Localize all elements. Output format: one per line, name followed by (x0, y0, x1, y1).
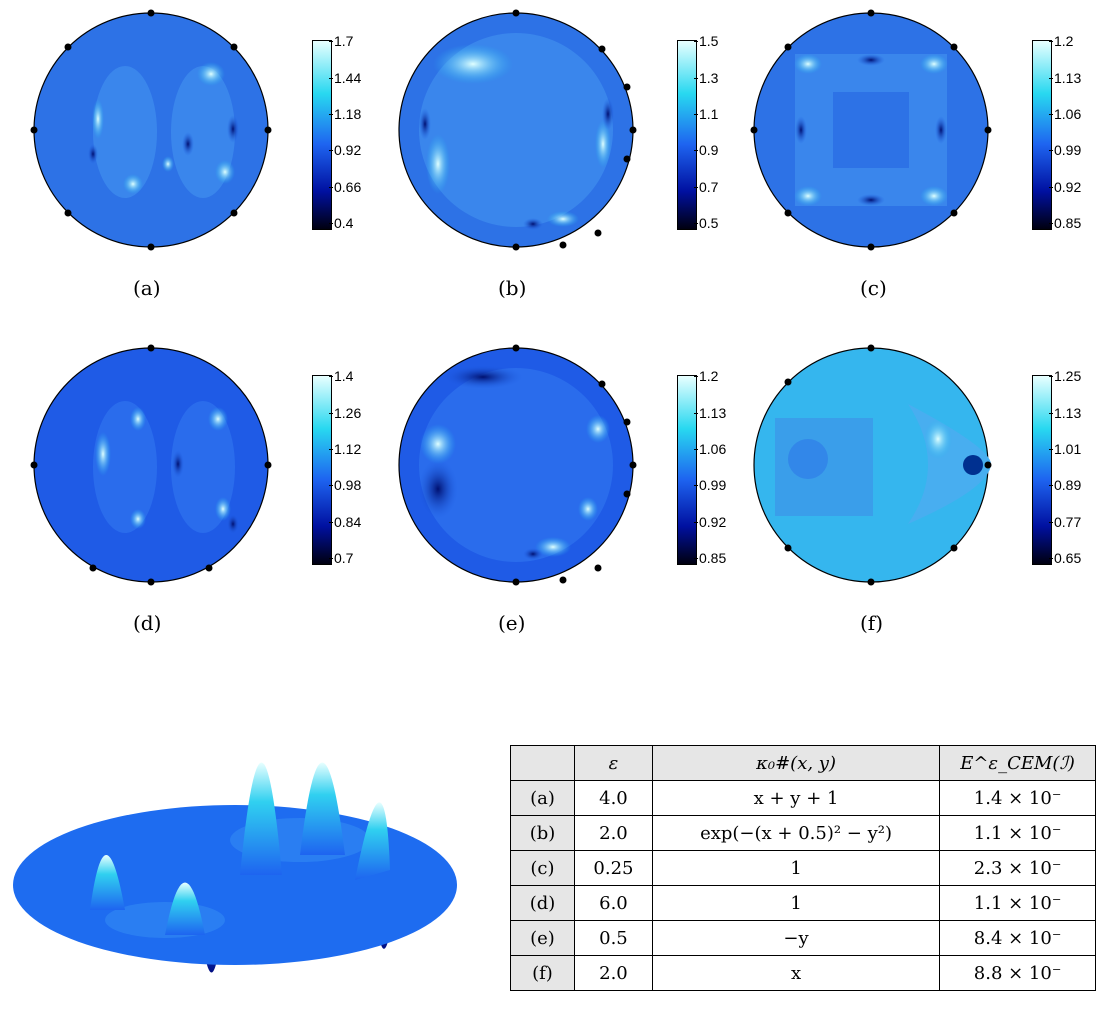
panel-e: 1.2 1.13 1.06 0.99 0.92 0.85 (e) (365, 335, 727, 655)
colorbar-tick: 0.98 (328, 477, 362, 493)
error-cell: 8.8 × 10⁻ (939, 955, 1096, 991)
kappa-cell: exp(−(x + 0.5)² − y²) (651, 815, 941, 851)
disk-plot-e (398, 344, 637, 586)
colorbar-tick: 0.5 (693, 215, 719, 231)
colorbar-tick: 0.84 (328, 514, 362, 530)
colorbar-tick: 1.13 (1048, 405, 1082, 421)
colorbar-tick: 0.66 (328, 179, 362, 195)
colorbar-tick: 1.06 (1048, 106, 1082, 122)
disk-plot-f (753, 344, 992, 586)
colorbar-tick: 1.06 (693, 441, 727, 457)
colorbar-tick: 1.4 (328, 368, 354, 384)
table-row: (c) 0.25 1 2.3 × 10⁻ (510, 850, 1096, 886)
colorbar-tick: 0.65 (1048, 550, 1082, 566)
table-row: (e) 0.5 −y 8.4 × 10⁻ (510, 920, 1096, 956)
colorbar-tick: 0.77 (1048, 514, 1082, 530)
colorbar-tick: 0.99 (1048, 142, 1082, 158)
colorbar-tick: 0.85 (1048, 215, 1082, 231)
row-label: (f) (510, 955, 575, 991)
disk-plot-c (750, 9, 992, 251)
column-header-epsilon: ε (573, 745, 653, 781)
row-label: (b) (510, 815, 575, 851)
epsilon-cell: 0.5 (573, 920, 653, 956)
summary-table: ε κ₀#(x, y) E^ε_CEM(ℐ) (a) 4.0 x + y + 1… (510, 745, 1096, 991)
colorbar-tick: 1.1 (693, 106, 719, 122)
colorbar-tick: 1.12 (328, 441, 362, 457)
colorbar-tick: 1.44 (328, 70, 362, 86)
column-header-kappa: κ₀#(x, y) (651, 745, 941, 781)
panel-a: 1.7 1.44 1.18 0.92 0.66 0.4 (a) (0, 0, 362, 320)
colorbar-tick: 1.26 (328, 405, 362, 421)
colorbar-b (677, 40, 697, 230)
colorbar-tick: 1.5 (693, 33, 719, 49)
kappa-cell: 1 (651, 885, 941, 921)
error-cell: 2.3 × 10⁻ (939, 850, 1096, 886)
panel-d: 1.4 1.26 1.12 0.98 0.84 0.7 (d) (0, 335, 362, 655)
row-label: (d) (510, 885, 575, 921)
colorbar-tick: 0.92 (328, 142, 362, 158)
panel-c: 1.2 1.13 1.06 0.99 0.92 0.85 (c) (730, 0, 1096, 320)
colorbar-tick: 1.18 (328, 106, 362, 122)
error-cell: 1.1 × 10⁻ (939, 885, 1096, 921)
error-cell: 8.4 × 10⁻ (939, 920, 1096, 956)
summary-table-container: ε κ₀#(x, y) E^ε_CEM(ℐ) (a) 4.0 x + y + 1… (510, 745, 1096, 1005)
table-corner-cell (510, 745, 575, 781)
epsilon-cell: 6.0 (573, 885, 653, 921)
column-header-error: E^ε_CEM(ℐ) (939, 745, 1096, 781)
panel-f: 1.25 1.13 1.01 0.89 0.77 0.65 (f) (730, 335, 1096, 655)
colorbar-tick: 1.01 (1048, 441, 1082, 457)
colorbar-tick: 0.7 (328, 550, 354, 566)
panel-caption-e: (e) (498, 611, 526, 635)
surface-plot-3d (13, 762, 457, 973)
panel-caption-a: (a) (133, 276, 161, 300)
disk-plot-b (398, 9, 637, 251)
colorbar-e (677, 375, 697, 565)
colorbar-tick: 1.7 (328, 33, 354, 49)
table-row: (d) 6.0 1 1.1 × 10⁻ (510, 885, 1096, 921)
table-row: (f) 2.0 x 8.8 × 10⁻ (510, 955, 1096, 991)
colorbar-tick: 0.92 (693, 514, 727, 530)
colorbar-tick: 0.7 (693, 179, 719, 195)
colorbar-tick: 0.4 (328, 215, 354, 231)
disk-plot-a (30, 9, 272, 251)
panel-caption-c: (c) (860, 276, 887, 300)
panel-caption-b: (b) (498, 276, 527, 300)
panel-caption-f: (f) (860, 611, 884, 635)
table-row: (a) 4.0 x + y + 1 1.4 × 10⁻ (510, 780, 1096, 816)
colorbar-d (312, 375, 332, 565)
colorbar-tick: 0.9 (693, 142, 719, 158)
colorbar-tick: 0.99 (693, 477, 727, 493)
colorbar-tick: 1.2 (1048, 33, 1074, 49)
kappa-cell: −y (651, 920, 941, 956)
colorbar-tick: 0.89 (1048, 477, 1082, 493)
kappa-cell: x (651, 955, 941, 991)
colorbar-tick: 1.25 (1048, 368, 1082, 384)
row-label: (a) (510, 780, 575, 816)
panel-b: 1.5 1.3 1.1 0.9 0.7 0.5 (b) (365, 0, 725, 320)
colorbar-tick: 1.2 (693, 368, 719, 384)
colorbar-tick: 1.3 (693, 70, 719, 86)
table-row: (b) 2.0 exp(−(x + 0.5)² − y²) 1.1 × 10⁻ (510, 815, 1096, 851)
colorbar-tick: 1.13 (693, 405, 727, 421)
panel-caption-d: (d) (133, 611, 162, 635)
colorbar-c (1032, 40, 1052, 230)
colorbar-tick: 0.92 (1048, 179, 1082, 195)
row-label: (e) (510, 920, 575, 956)
disk-plot-d (30, 344, 272, 586)
row-label: (c) (510, 850, 575, 886)
colorbar-tick: 1.13 (1048, 70, 1082, 86)
kappa-cell: x + y + 1 (651, 780, 941, 816)
colorbar-tick: 0.85 (693, 550, 727, 566)
colorbar-a (312, 40, 332, 230)
epsilon-cell: 4.0 (573, 780, 653, 816)
epsilon-cell: 2.0 (573, 815, 653, 851)
colorbar-f (1032, 375, 1052, 565)
epsilon-cell: 0.25 (573, 850, 653, 886)
kappa-cell: 1 (651, 850, 941, 886)
error-cell: 1.1 × 10⁻ (939, 815, 1096, 851)
error-cell: 1.4 × 10⁻ (939, 780, 1096, 816)
epsilon-cell: 2.0 (573, 955, 653, 991)
table-header-row: ε κ₀#(x, y) E^ε_CEM(ℐ) (510, 745, 1096, 781)
